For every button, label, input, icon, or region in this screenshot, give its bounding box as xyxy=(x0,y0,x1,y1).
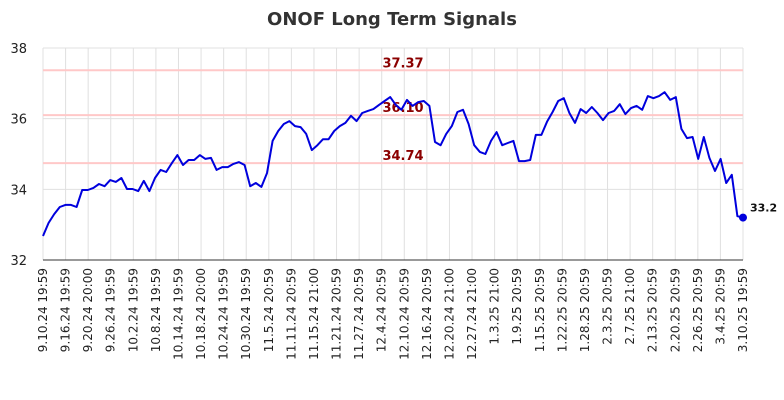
last-value-label: 33.2 xyxy=(750,202,777,215)
x-tick-label: 10.14.24 19:59 xyxy=(171,268,185,360)
x-tick-label: 9.16.24 19:59 xyxy=(59,268,73,352)
signal-line-label: 37.37 xyxy=(382,56,423,71)
x-tick-label: 2.26.25 20:59 xyxy=(691,268,705,352)
x-tick-label: 2.20.25 20:59 xyxy=(668,268,682,352)
x-tick-label: 12.16.24 20:59 xyxy=(420,268,434,360)
x-tick-label: 11.27.24 20:59 xyxy=(352,268,366,360)
x-tick-label: 3.10.25 19:59 xyxy=(736,268,750,352)
x-tick-label: 1.28.25 20:59 xyxy=(578,268,592,352)
x-tick-label: 11.21.24 20:59 xyxy=(330,268,344,360)
y-axis: 32 34 36 38 xyxy=(10,42,27,269)
y-tick-label: 38 xyxy=(10,42,27,57)
y-tick-label: 36 xyxy=(10,113,27,128)
series: 33.2 xyxy=(42,91,777,237)
x-tick-label: 1.9.25 20:59 xyxy=(510,268,524,345)
x-tick-label: 3.4.25 20:59 xyxy=(713,268,727,345)
signal-line-label: 34.74 xyxy=(382,149,423,164)
x-tick-label: 1.22.25 20:59 xyxy=(555,268,569,352)
x-tick-label: 12.4.24 20:59 xyxy=(375,268,389,352)
grid xyxy=(42,47,744,261)
x-tick-label: 12.10.24 20:59 xyxy=(397,268,411,360)
x-axis: 9.10.24 19:59 9.16.24 19:59 9.20.24 20:00 9… xyxy=(36,259,750,360)
x-tick-label: 2.13.25 20:59 xyxy=(646,268,660,352)
x-tick-label: 2.7.25 21:00 xyxy=(623,268,637,345)
last-value-point xyxy=(739,213,747,222)
x-tick-label: 10.30.24 19:59 xyxy=(239,268,253,360)
x-tick-label: 1.15.25 20:59 xyxy=(533,268,547,352)
x-tick-label: 10.18.24 20:00 xyxy=(194,268,208,360)
y-tick-label: 34 xyxy=(10,183,27,198)
x-tick-label: 9.10.24 19:59 xyxy=(36,268,50,352)
chart-title: ONOF Long Term Signals xyxy=(267,9,517,30)
x-tick-label: 10.2.24 19:59 xyxy=(126,268,140,352)
x-tick-label: 10.24.24 19:59 xyxy=(217,268,231,360)
x-tick-label: 11.15.24 21:00 xyxy=(307,268,321,360)
x-tick-label: 10.8.24 19:59 xyxy=(149,268,163,352)
x-tick-label: 9.26.24 19:59 xyxy=(104,268,118,352)
x-tick-label: 2.3.25 20:59 xyxy=(601,268,615,345)
x-tick-label: 12.20.24 21:00 xyxy=(442,268,456,360)
x-tick-label: 9.20.24 20:00 xyxy=(81,268,95,352)
x-tick-label: 11.11.24 20:59 xyxy=(284,268,298,360)
y-tick-label: 32 xyxy=(10,254,27,269)
x-tick-label: 12.27.24 21:00 xyxy=(465,268,479,360)
price-line xyxy=(42,91,744,237)
x-tick-label: 11.5.24 20:59 xyxy=(262,268,276,352)
x-tick-label: 1.3.25 21:00 xyxy=(488,268,502,345)
